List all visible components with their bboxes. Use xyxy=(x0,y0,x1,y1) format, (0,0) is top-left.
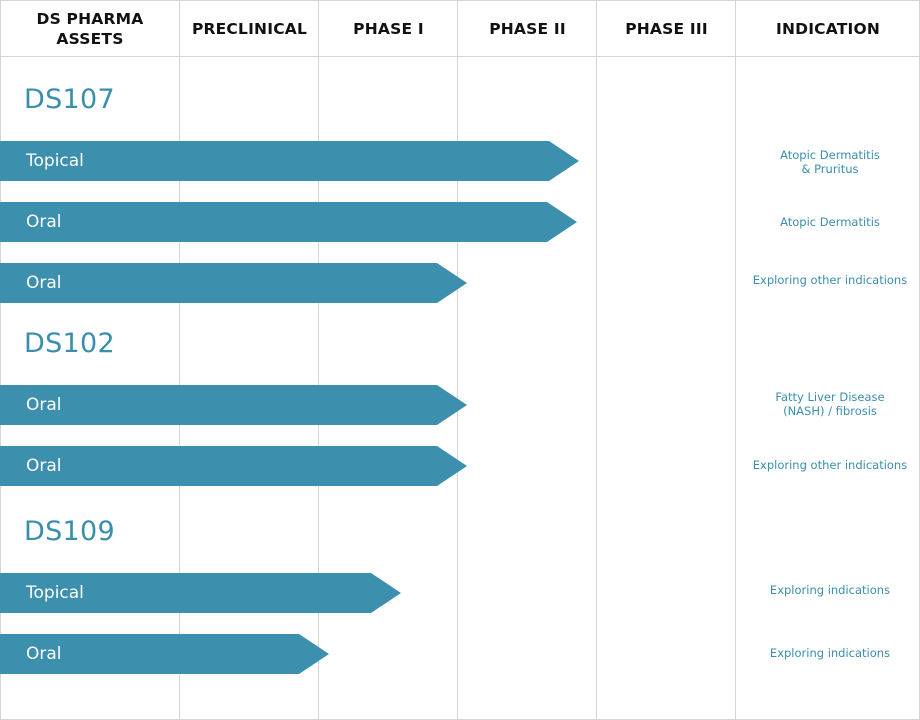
indication-text: Exploring other indications xyxy=(740,273,920,287)
asset-name: DS102 xyxy=(24,328,115,359)
header-phase-2: PHASE II xyxy=(489,19,566,38)
indication-text: Exploring indications xyxy=(740,646,920,660)
route-label: Oral xyxy=(26,395,62,415)
route-label: Topical xyxy=(26,583,84,603)
program-bar: Oral xyxy=(0,634,332,674)
progress-arrow xyxy=(0,634,329,674)
program-bar: Oral xyxy=(0,385,470,425)
header-preclinical: PRECLINICAL xyxy=(191,19,308,38)
indication-text: Fatty Liver Disease (NASH) / fibrosis xyxy=(740,390,920,418)
header-assets: DS PHARMA ASSETS xyxy=(0,0,180,57)
program-bar: Oral xyxy=(0,446,470,486)
indication-text: Atopic Dermatitis & Pruritus xyxy=(740,148,920,176)
header-assets-line2: ASSETS xyxy=(56,29,124,48)
indication-line: Exploring other indications xyxy=(752,458,908,472)
asset-name: DS107 xyxy=(24,84,115,115)
program-bar: Oral xyxy=(0,263,470,303)
indication-line: (NASH) / fibrosis xyxy=(783,404,877,418)
program-bar: Topical xyxy=(0,573,404,613)
program-bar: Topical xyxy=(0,141,580,181)
route-label: Oral xyxy=(26,273,62,293)
route-label: Oral xyxy=(26,456,62,476)
indication-line: Exploring indications xyxy=(769,583,891,597)
header-phase-3: PHASE III xyxy=(625,19,708,38)
indication-text: Exploring other indications xyxy=(740,458,920,472)
progress-arrow xyxy=(0,141,579,181)
indication-text: Exploring indications xyxy=(740,583,920,597)
indication-line: Exploring indications xyxy=(769,646,891,660)
progress-arrow xyxy=(0,573,401,613)
header-assets-line1: DS PHARMA xyxy=(36,9,144,28)
route-label: Oral xyxy=(26,644,62,664)
indication-line: Atopic Dermatitis xyxy=(780,215,880,229)
progress-arrow xyxy=(0,385,467,425)
progress-arrow xyxy=(0,263,467,303)
header-phase-1: PHASE I xyxy=(353,19,424,38)
indication-line: Fatty Liver Disease xyxy=(775,390,885,404)
indication-line: & Pruritus xyxy=(801,162,859,176)
progress-arrow xyxy=(0,446,467,486)
route-label: Oral xyxy=(26,212,62,232)
asset-name: DS109 xyxy=(24,516,115,547)
route-label: Topical xyxy=(26,151,84,171)
indication-text: Atopic Dermatitis xyxy=(740,215,920,229)
program-bar: Oral xyxy=(0,202,580,242)
header-indication: INDICATION xyxy=(775,19,881,38)
indication-line: Exploring other indications xyxy=(752,273,908,287)
indication-line: Atopic Dermatitis xyxy=(780,148,880,162)
progress-arrow xyxy=(0,202,577,242)
